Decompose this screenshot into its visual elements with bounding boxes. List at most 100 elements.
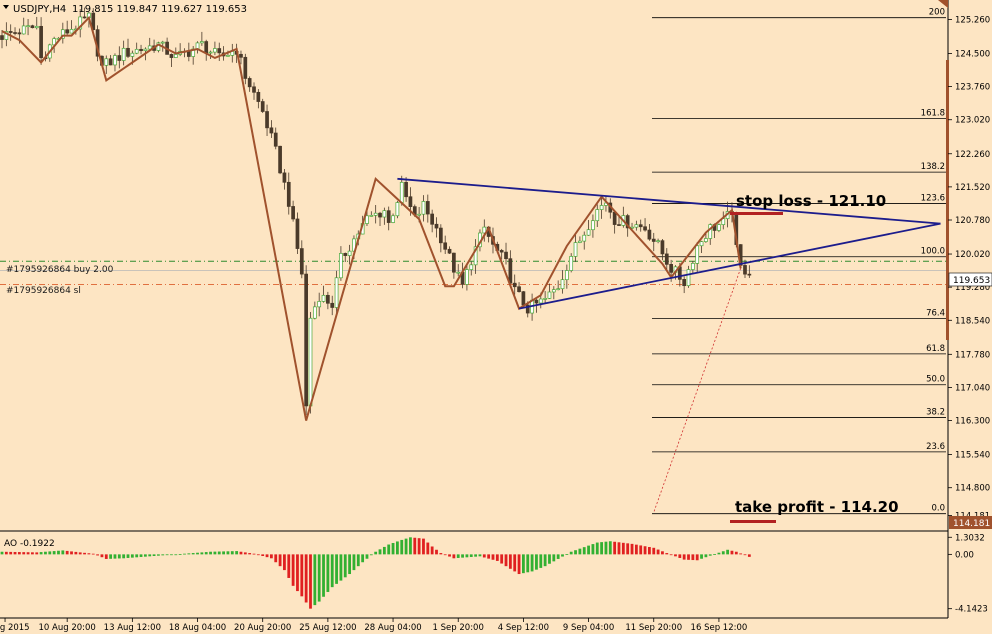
ao-bar — [665, 553, 669, 555]
candle-body — [339, 253, 343, 279]
ao-bar — [122, 554, 126, 559]
ao-bar — [504, 554, 508, 567]
price-tick-label: 122.260 — [955, 150, 990, 160]
dropdown-arrow-icon[interactable] — [3, 5, 9, 9]
ao-bar — [391, 542, 395, 555]
fib-level-label: 76.4 — [926, 308, 945, 318]
ao-bar — [526, 554, 530, 573]
ao-bar — [191, 553, 195, 555]
ao-bar — [565, 554, 569, 555]
candle-body — [173, 54, 178, 58]
ao-bar — [552, 554, 556, 562]
price-tick-label: 120.780 — [955, 216, 990, 226]
candle-body — [30, 25, 35, 29]
ao-bar — [608, 541, 612, 555]
time-tick-label: 20 Aug 20:00 — [234, 623, 291, 633]
candle-body — [299, 248, 304, 275]
candle-body — [473, 246, 478, 266]
ao-bar — [634, 544, 638, 555]
candle-body — [200, 41, 204, 44]
candle-body — [743, 265, 747, 275]
candle-body — [252, 86, 256, 93]
candle-body — [669, 264, 673, 273]
candles — [0, 7, 752, 416]
candle-body — [169, 54, 174, 58]
candle-body — [395, 202, 400, 217]
current-price-text: 119.653 — [953, 276, 990, 286]
price-tick-label: 120.020 — [955, 250, 990, 260]
ao-bar — [691, 554, 695, 561]
candle-body — [691, 263, 695, 270]
candle-body — [186, 51, 191, 57]
ao-bar — [626, 543, 630, 555]
candle-body — [469, 264, 474, 270]
candle-body — [586, 229, 591, 236]
candle-body — [430, 213, 435, 225]
ao-bar — [435, 549, 438, 555]
ao-bar — [261, 554, 265, 556]
time-tick-label: 16 Sep 12:00 — [691, 623, 748, 633]
ao-bar — [269, 554, 273, 559]
candle-body — [512, 282, 517, 288]
ao-bar — [600, 542, 604, 555]
ao-bar — [535, 554, 538, 570]
ao-bar — [204, 552, 208, 555]
ao-bar — [439, 553, 443, 555]
candle-body — [304, 273, 308, 407]
candle-body — [595, 209, 600, 222]
time-tick-label: 6 Aug 2015 — [0, 623, 30, 633]
candle-body — [117, 55, 122, 61]
candle-body — [365, 215, 369, 224]
ao-bar — [109, 554, 113, 559]
ao-bar — [487, 554, 491, 559]
ao-bar — [52, 551, 56, 555]
candle-body — [308, 317, 313, 407]
candle-body — [260, 101, 265, 112]
current-price-tag: 119.653 — [948, 272, 992, 287]
candle-body — [39, 25, 43, 59]
fib-level-label: 161.8 — [921, 108, 945, 118]
fib-level-label: 0.0 — [931, 504, 945, 514]
ao-bar — [274, 554, 278, 563]
ao-bar — [613, 541, 617, 555]
ao-bar — [382, 546, 386, 555]
candle-body — [213, 48, 217, 53]
candle-body — [269, 127, 274, 134]
header: USDJPY,H4 119.815 119.847 119.627 119.65… — [3, 0, 948, 15]
candle-body — [334, 277, 339, 308]
candle-body — [326, 294, 330, 304]
candle-body — [0, 35, 4, 40]
candle-body — [664, 253, 669, 265]
ao-bar — [200, 552, 204, 555]
price-tick-label: 124.500 — [955, 49, 990, 59]
ao-bar — [417, 538, 421, 555]
ao-bar — [426, 542, 430, 555]
ao-bar — [248, 553, 252, 555]
tp-price-text: 114.181 — [953, 519, 990, 529]
price-tick-label: 117.040 — [955, 383, 990, 393]
time-tick-label: 1 Sep 20:00 — [433, 623, 484, 633]
ao-bar — [61, 550, 65, 555]
time-tick-label: 10 Aug 20:00 — [39, 623, 96, 633]
candle-body — [573, 242, 578, 257]
take-profit-marker — [730, 520, 776, 523]
ao-bar — [74, 551, 78, 555]
ao-bar — [452, 554, 456, 559]
ao-bar — [65, 550, 69, 555]
time-tick-label: 18 Aug 04:00 — [169, 623, 226, 633]
price-axis-scrollbar[interactable] — [946, 60, 949, 340]
ao-bar — [365, 554, 369, 559]
stop-loss-marker — [730, 212, 783, 215]
candle-body — [208, 51, 213, 54]
price-tick-label: 114.800 — [955, 484, 990, 494]
ao-tick-label: 1.3032 — [955, 533, 985, 543]
ao-bar — [187, 553, 191, 555]
time-tick-label: 25 Aug 12:00 — [299, 623, 356, 633]
ao-bar — [113, 554, 117, 559]
ao-bar — [9, 551, 13, 555]
candle-body — [295, 218, 300, 249]
candle-body — [143, 48, 148, 52]
candle-body — [525, 304, 530, 314]
candle-body — [399, 181, 404, 203]
ao-bar — [235, 551, 239, 555]
